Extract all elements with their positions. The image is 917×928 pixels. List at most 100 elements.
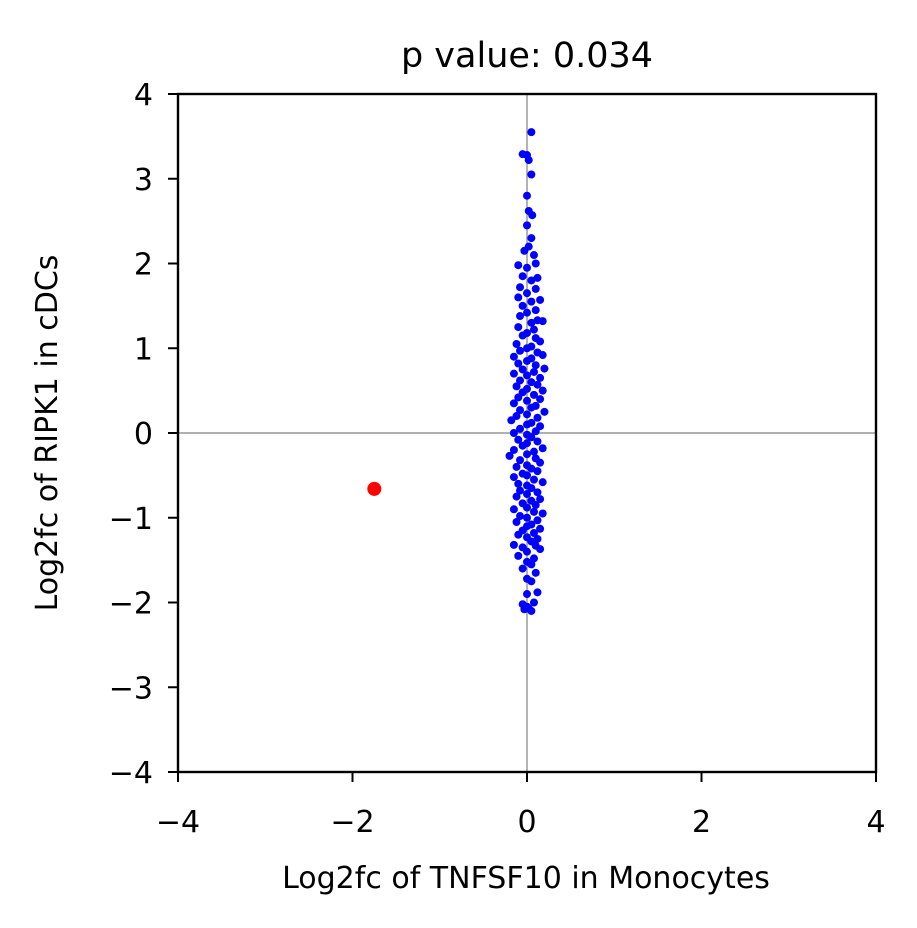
data-point (514, 393, 523, 402)
data-point (514, 530, 523, 539)
data-point (536, 395, 545, 404)
data-point (509, 399, 518, 408)
highlighted-data-point (367, 481, 382, 496)
data-point (531, 361, 540, 370)
data-point (529, 251, 538, 260)
data-point (514, 359, 523, 368)
data-point (531, 259, 540, 268)
data-point (509, 369, 518, 378)
data-point (531, 306, 540, 315)
data-point (512, 462, 521, 471)
data-point (527, 577, 536, 586)
data-point (536, 524, 545, 533)
data-point (518, 441, 527, 450)
data-point (523, 289, 531, 298)
data-point (505, 451, 514, 460)
y-tick-label: 1 (134, 332, 153, 367)
data-point (523, 420, 531, 429)
data-point (529, 507, 538, 516)
data-point (523, 590, 531, 599)
data-point (518, 365, 527, 374)
data-point (520, 246, 529, 255)
data-point (533, 273, 542, 282)
data-point (527, 128, 536, 137)
data-point (523, 371, 531, 380)
data-point (523, 513, 531, 522)
data-point (516, 346, 525, 355)
data-point (533, 516, 542, 525)
data-point (523, 396, 531, 405)
data-point (514, 261, 523, 270)
data-point (529, 390, 538, 399)
data-point (509, 429, 518, 437)
x-tick-label: −2 (330, 805, 374, 840)
data-point (527, 560, 536, 569)
data-point (540, 364, 549, 373)
data-point (514, 323, 523, 332)
data-point (507, 416, 516, 425)
data-point (536, 545, 545, 554)
data-point (523, 450, 531, 459)
data-point (516, 456, 525, 465)
data-point (509, 445, 518, 454)
data-point (527, 464, 536, 473)
data-point (528, 211, 537, 220)
data-point (509, 352, 518, 361)
data-point (533, 488, 542, 497)
data-point (527, 378, 536, 387)
data-point (529, 367, 538, 376)
data-point (527, 297, 536, 306)
data-point (516, 283, 525, 292)
data-point (523, 503, 531, 512)
data-point (531, 427, 540, 436)
y-tick-label: −2 (109, 587, 153, 622)
data-point (529, 598, 538, 607)
data-point (512, 517, 521, 526)
data-point (518, 272, 527, 281)
data-point (523, 547, 531, 556)
data-point (531, 568, 540, 577)
y-axis-ticks: −4 −3 −2 −1 0 1 2 3 4 (109, 78, 178, 791)
x-tick-label: 2 (692, 805, 711, 840)
y-axis-label: Log2fc of RIPK1 in cDCs (30, 255, 65, 612)
data-point (533, 380, 542, 389)
data-point (512, 492, 521, 501)
data-point (524, 156, 533, 165)
data-point (527, 484, 536, 493)
data-point (509, 505, 518, 514)
data-point (523, 263, 531, 272)
data-point (512, 382, 521, 391)
data-point (531, 284, 540, 293)
y-tick-label: −4 (109, 756, 153, 791)
data-point (512, 340, 521, 349)
data-point (533, 534, 542, 543)
data-point (538, 444, 547, 453)
data-point (533, 588, 542, 597)
data-point (527, 276, 536, 285)
data-point (536, 373, 545, 382)
data-point (529, 529, 538, 538)
y-tick-label: 0 (134, 417, 153, 452)
y-tick-label: −1 (109, 502, 153, 537)
data-point (533, 413, 542, 422)
data-point (527, 234, 536, 243)
data-point (514, 435, 523, 444)
data-point (514, 551, 523, 560)
data-point (531, 501, 540, 510)
data-point (516, 406, 525, 415)
data-point (529, 325, 538, 334)
data-point (523, 356, 531, 365)
data-point (523, 191, 531, 200)
x-tick-label: −4 (156, 805, 200, 840)
x-tick-label: 0 (517, 805, 536, 840)
data-point (514, 479, 523, 488)
data-point (536, 458, 545, 467)
data-point (516, 424, 525, 433)
data-point (516, 486, 525, 495)
y-tick-label: 3 (134, 163, 153, 198)
data-point (518, 301, 527, 310)
data-point (516, 312, 525, 321)
data-point (527, 170, 536, 179)
